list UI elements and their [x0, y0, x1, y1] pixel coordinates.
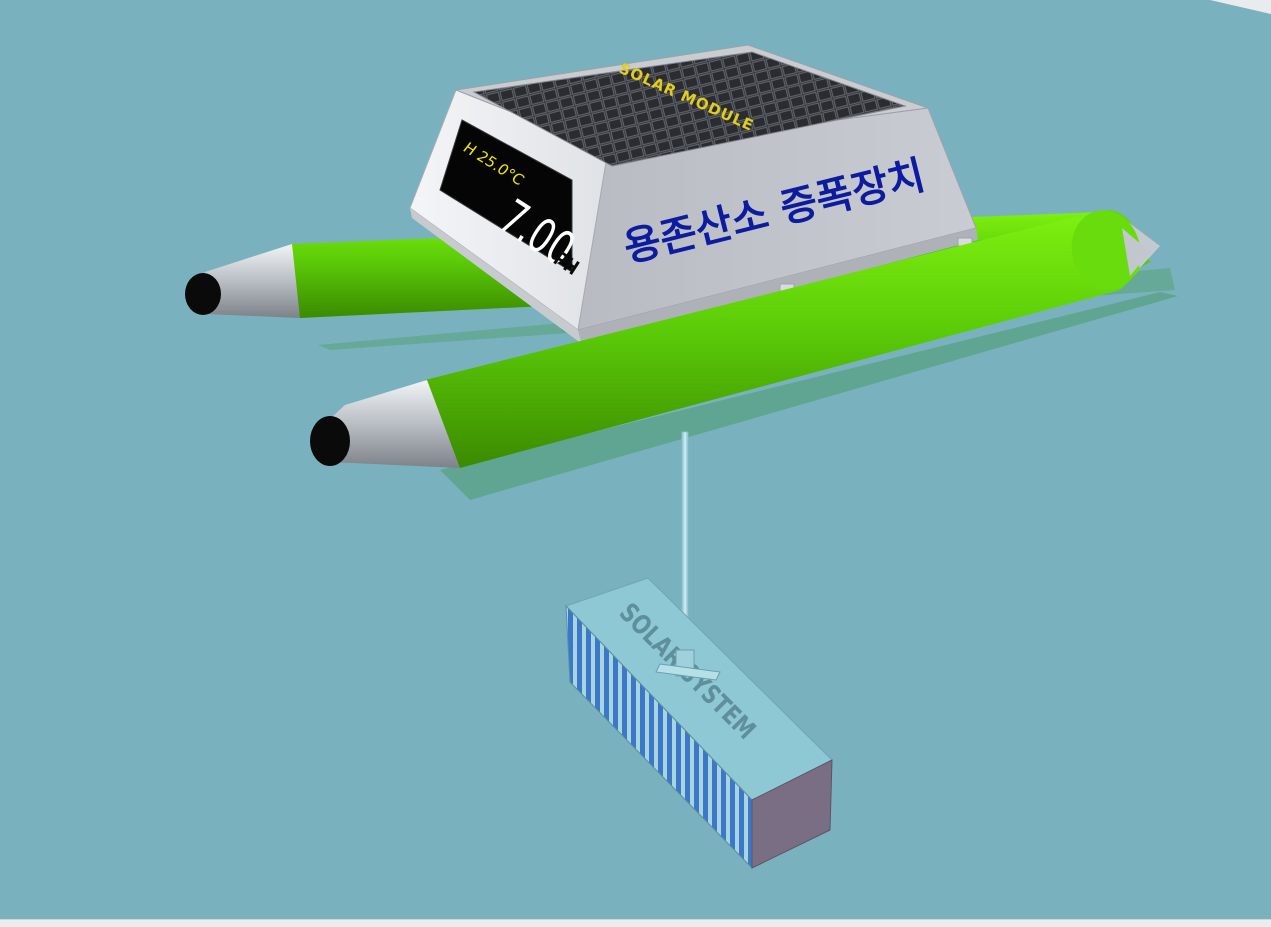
submerged-unit-end: [751, 759, 833, 869]
front-pontoon-tip: [310, 416, 350, 466]
front-pontoon-nose: [318, 380, 460, 468]
back-pontoon-tip: [185, 273, 221, 315]
submerged-unit: SOLAR SYSTEM: [565, 577, 833, 870]
front-pontoon: [310, 210, 1178, 500]
corner-edge: [1210, 0, 1271, 14]
bottom-edge: [0, 919, 1271, 927]
display-screen: [439, 119, 573, 273]
solar-panel: [472, 51, 907, 167]
rod-bracket: [655, 649, 721, 681]
front-pontoon-shadow: [440, 292, 1178, 500]
